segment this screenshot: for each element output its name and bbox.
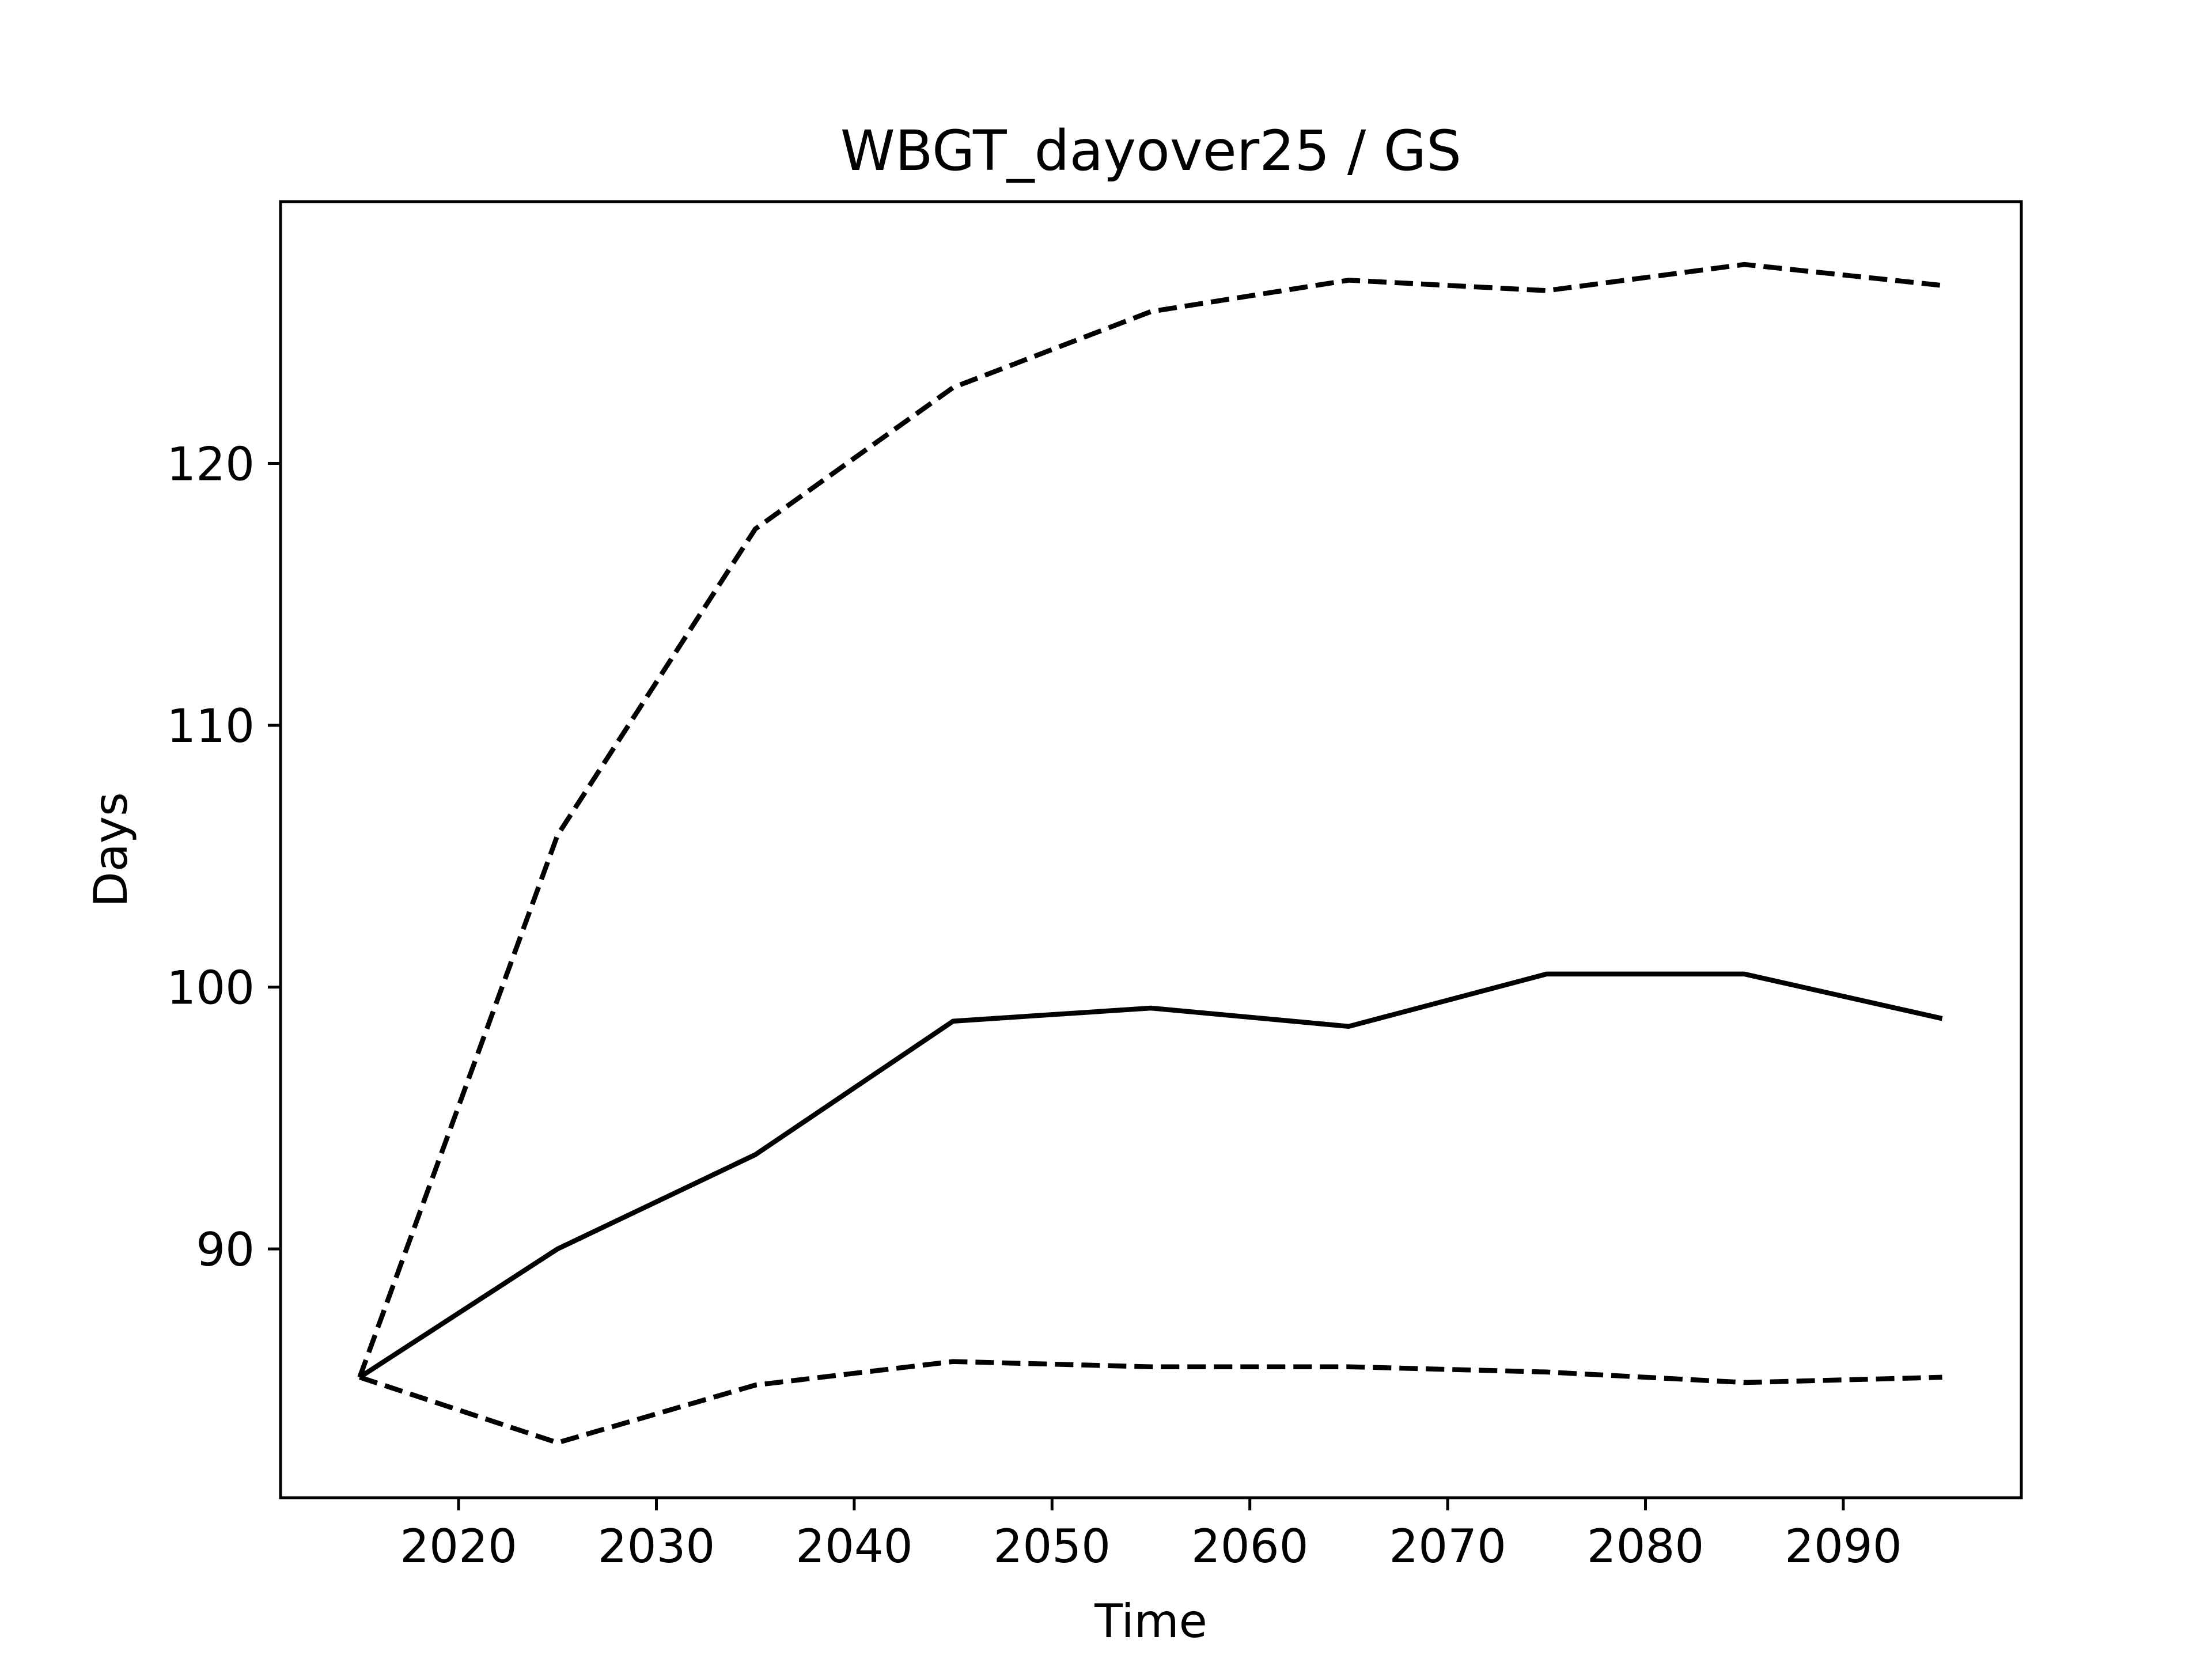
y-tick-label: 90	[196, 1223, 255, 1277]
central-solid-series-line	[358, 971, 1943, 1380]
lower-dashed-series-line	[359, 1359, 1942, 1445]
chart-title: WBGT_dayover25 / GS	[840, 119, 1461, 183]
x-axis-ticks: 2020 2030 2040 2050 2060 2070 2080 2090	[400, 1498, 1902, 1573]
x-tick-label: 2030	[598, 1520, 715, 1573]
series-layer	[357, 262, 1943, 1445]
x-tick-label: 2050	[993, 1520, 1111, 1573]
upper-dashed-series-line	[357, 262, 1943, 1378]
x-tick-label: 2040	[796, 1520, 913, 1573]
y-axis-ticks: 90 100 110 120	[166, 438, 281, 1277]
y-tick-label: 110	[166, 699, 255, 753]
x-tick-label: 2020	[400, 1520, 517, 1573]
y-axis-label: Days	[84, 792, 138, 907]
y-tick-label: 120	[166, 438, 255, 491]
plot-area-frame	[279, 200, 2023, 1499]
x-tick-label: 2090	[1785, 1520, 1902, 1573]
x-axis-label: Time	[1094, 1594, 1207, 1648]
x-tick-label: 2080	[1587, 1520, 1705, 1573]
y-tick-label: 100	[166, 961, 255, 1015]
x-tick-label: 2070	[1389, 1520, 1506, 1573]
x-tick-label: 2060	[1191, 1520, 1309, 1573]
